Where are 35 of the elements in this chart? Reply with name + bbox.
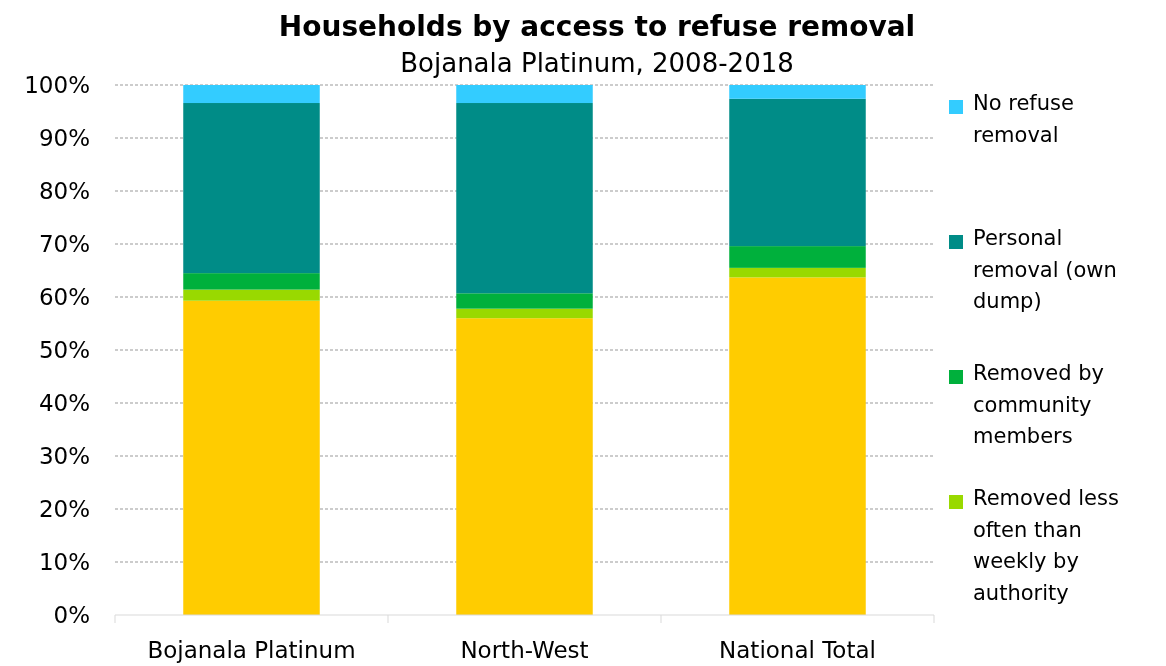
y-tick-label: 0% [53, 602, 90, 629]
bar [729, 267, 866, 278]
bar [183, 300, 320, 615]
y-tick-label: 90% [38, 125, 90, 152]
x-tick-label: National Total [719, 637, 876, 663]
legend-label: Removed less often than weekly by authority [973, 486, 1119, 605]
x-tick-label: North-West [460, 637, 589, 663]
bar [729, 277, 866, 615]
bar [183, 103, 320, 274]
chart-subtitle: Bojanala Platinum, 2008-2018 [400, 48, 794, 78]
y-tick-label: 100% [24, 72, 90, 99]
bar [729, 85, 866, 99]
legend-label: Personal removal (own dump) [973, 226, 1117, 313]
bar [456, 293, 593, 309]
bar [729, 246, 866, 268]
y-tick-label: 20% [38, 496, 90, 523]
x-tick-label: Bojanala Platinum [147, 637, 356, 663]
legend-label: No refuse removal [973, 91, 1074, 147]
y-tick-label: 70% [38, 231, 90, 258]
bar [183, 289, 320, 301]
y-tick-label: 40% [38, 390, 90, 417]
bar [456, 103, 593, 294]
y-tick-label: 80% [38, 178, 90, 205]
chart-title: Households by access to refuse removal [278, 10, 916, 43]
legend-label: Removed by community members [973, 361, 1104, 448]
bar [183, 85, 320, 104]
y-tick-label: 30% [38, 443, 90, 470]
y-tick-label: 60% [38, 284, 90, 311]
bar [456, 318, 593, 615]
y-tick-label: 10% [38, 549, 90, 576]
bar [729, 98, 866, 247]
bar [456, 85, 593, 104]
y-tick-label: 50% [38, 337, 90, 364]
bar [456, 308, 593, 319]
bar [183, 273, 320, 290]
